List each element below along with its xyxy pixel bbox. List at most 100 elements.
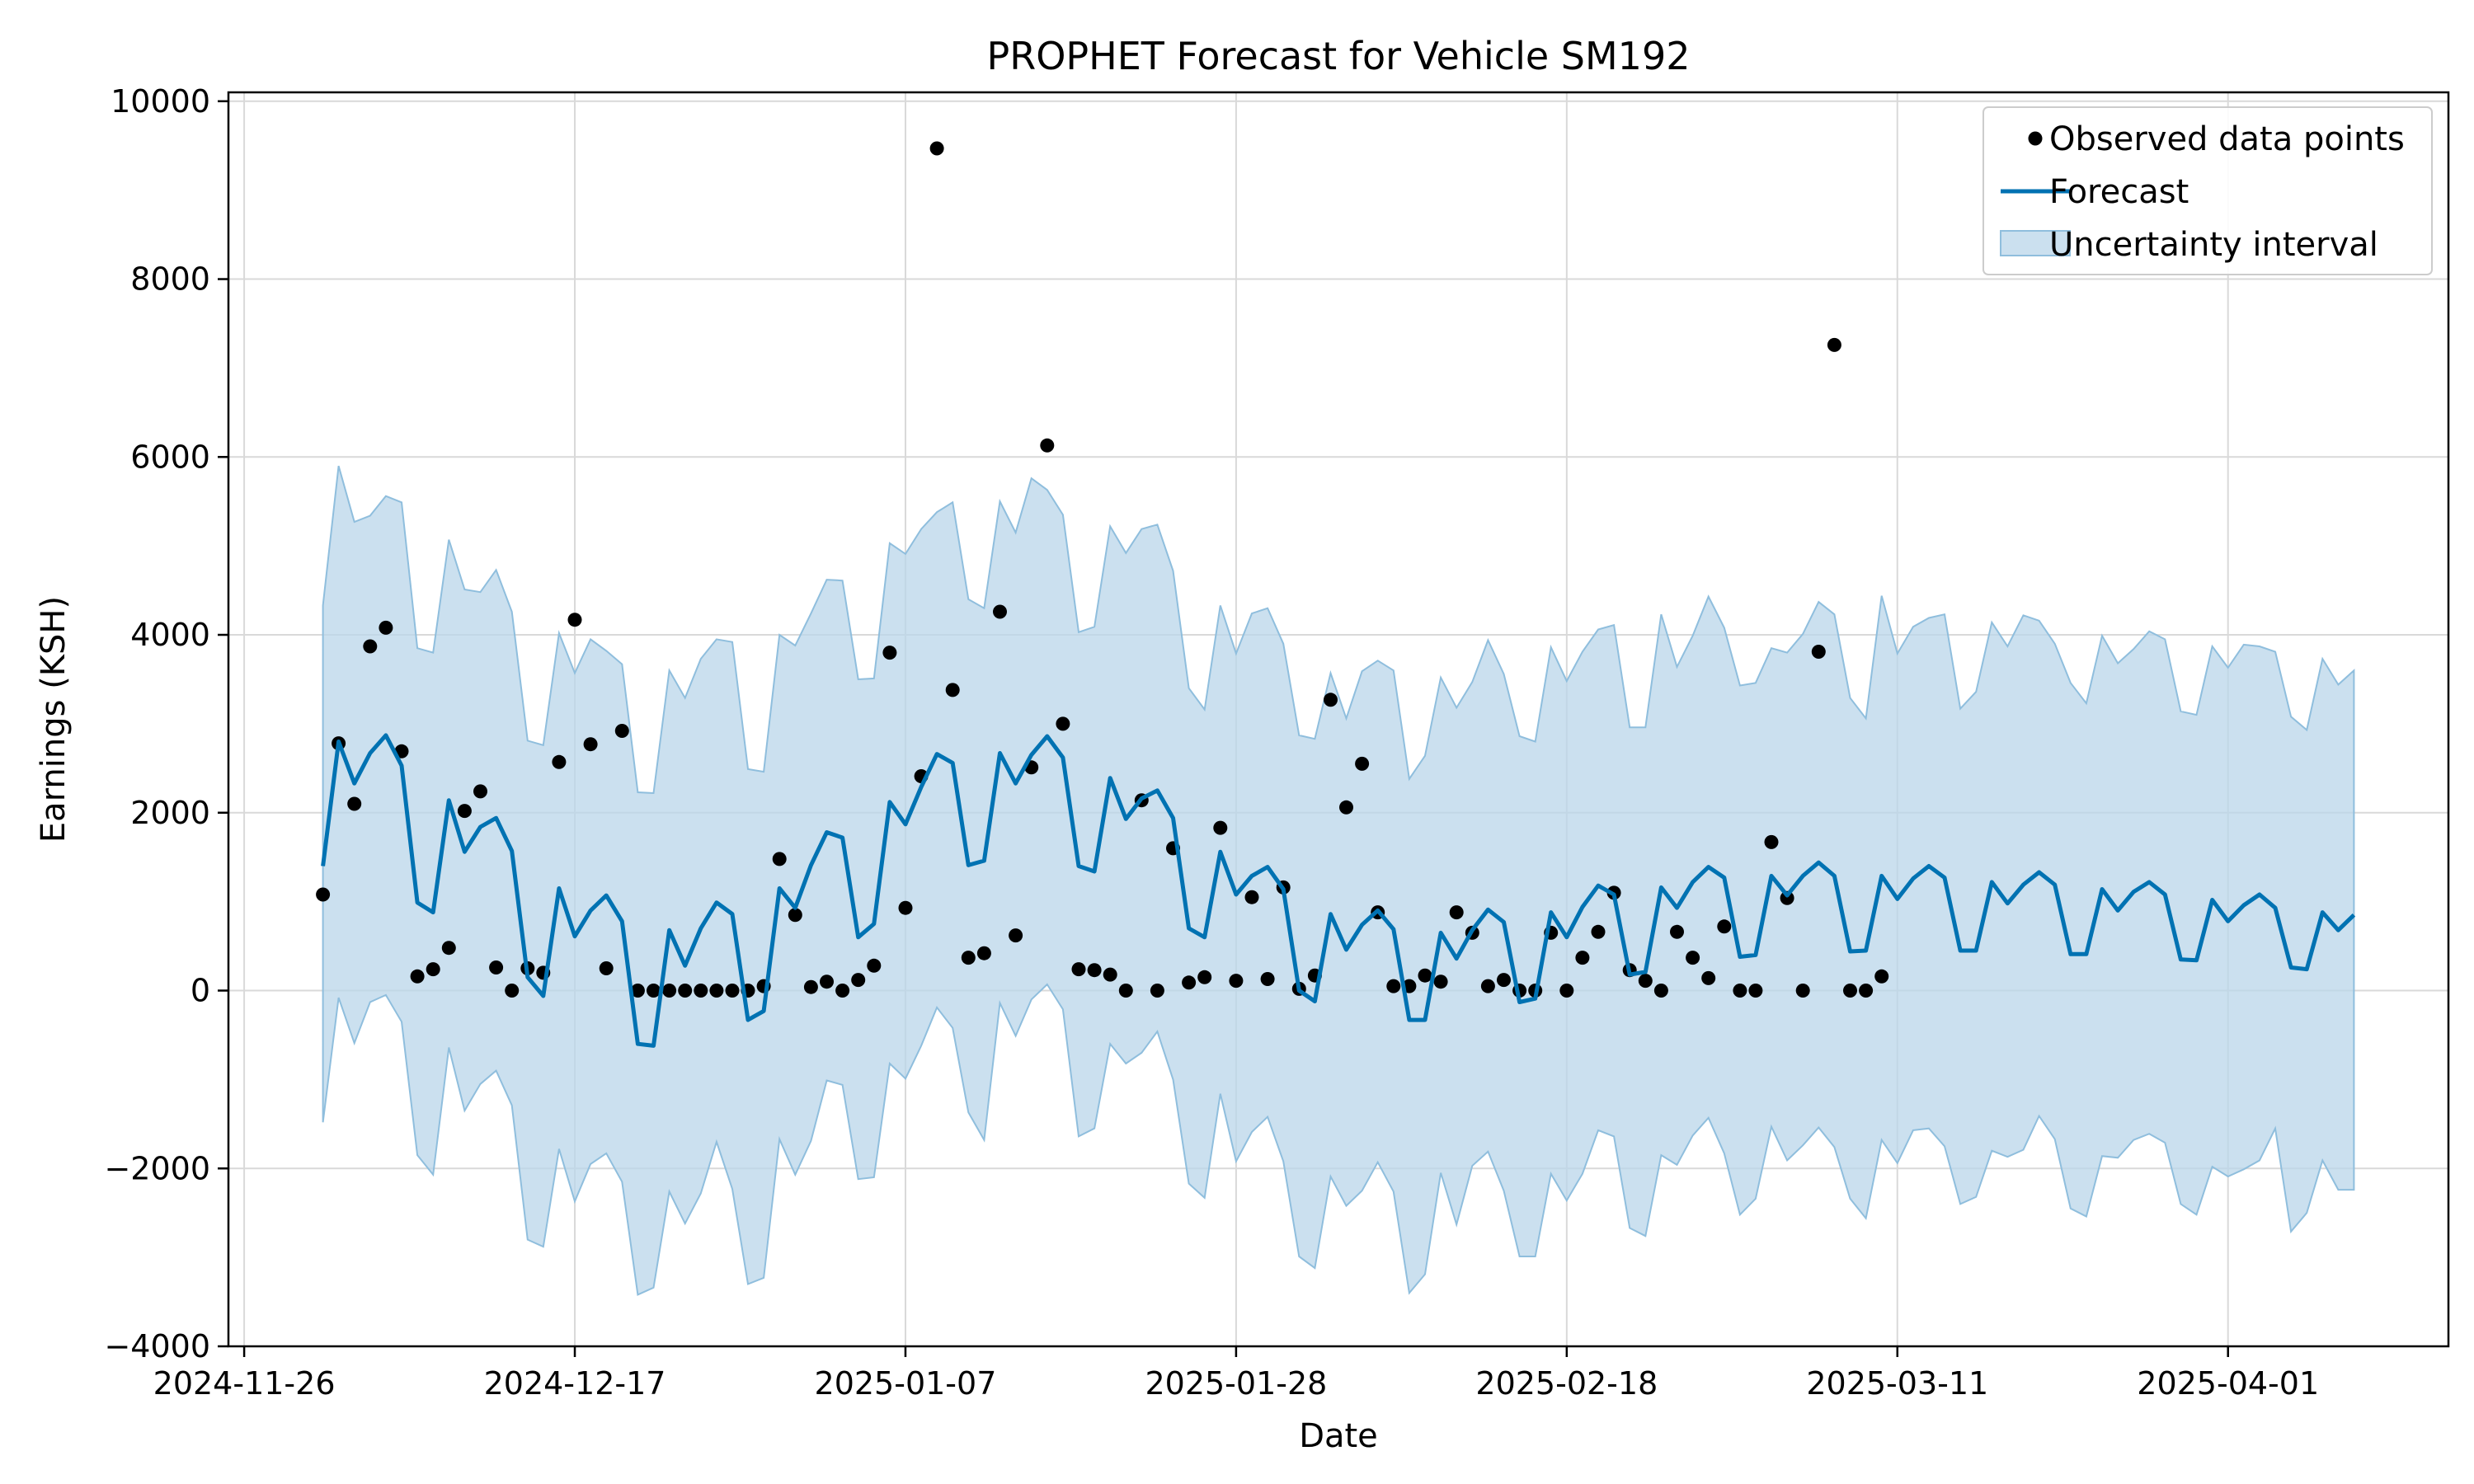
observed-point (1638, 974, 1653, 989)
legend-forecast-label: Forecast (2049, 173, 2189, 211)
observed-point (1103, 967, 1117, 982)
observed-point (803, 979, 818, 994)
legend-box (1982, 106, 2433, 275)
observed-point (1480, 979, 1495, 993)
observed-point (410, 969, 425, 984)
observed-point (993, 604, 1007, 619)
observed-point (1795, 984, 1810, 998)
observed-point (725, 984, 740, 998)
forecast-line (321, 733, 2356, 1048)
observed-point (1874, 969, 1889, 984)
axis-ticks: 2024-11-26 2024-12-17 2025-01-07 2025-01-28… (104, 83, 2319, 1402)
observed-point (1717, 919, 1732, 934)
legend: Observed data points Forecast Uncertaint… (1982, 106, 2433, 275)
observed-point (1418, 968, 1432, 983)
x-tick-label: 2025-01-28 (1145, 1365, 1327, 1402)
y-tick-label: 4000 (130, 617, 210, 653)
observed-point (1040, 438, 1055, 453)
legend-observed-marker (2028, 131, 2043, 146)
y-tick-label: 6000 (130, 439, 210, 475)
observed-point (1213, 820, 1228, 835)
observed-point (694, 984, 708, 998)
observed-point (772, 852, 787, 866)
observed-point (1324, 693, 1338, 707)
observed-point (1701, 970, 1716, 985)
observed-point (1118, 984, 1133, 998)
observed-point (1433, 974, 1448, 989)
observed-point (820, 974, 834, 989)
observed-point (1733, 984, 1747, 998)
observed-point (1843, 984, 1857, 998)
observed-point (1811, 645, 1826, 659)
observed-point (1764, 834, 1779, 849)
legend-observed-label: Observed data points (2049, 120, 2405, 158)
observed-point (1056, 716, 1070, 731)
observed-point (630, 984, 645, 998)
observed-point (1686, 951, 1700, 965)
observed-point (489, 960, 504, 974)
plot-frame (227, 91, 2450, 1348)
observed-point (583, 737, 598, 752)
observed-point (788, 908, 802, 923)
observed-point (347, 796, 362, 811)
observed-point (1670, 924, 1684, 939)
observed-point (1087, 963, 1102, 978)
x-axis-label: Date (1299, 1417, 1378, 1455)
legend-interval-marker (2000, 230, 2071, 256)
observed-point (379, 620, 393, 635)
observed-point (1229, 974, 1244, 989)
y-axis-label: Earnings (KSH) (35, 596, 73, 843)
observed-point (1559, 984, 1574, 998)
observed-point (441, 941, 456, 956)
observed-point (1244, 890, 1259, 904)
legend-interval-label: Uncertainty interval (2049, 226, 2378, 264)
x-tick-label: 2025-02-18 (1475, 1365, 1658, 1402)
observed-point (1827, 337, 1841, 352)
observed-point (1653, 984, 1668, 998)
observed-point (1859, 984, 1874, 998)
observed-point (976, 946, 991, 960)
observed-point (647, 984, 661, 998)
observed-point (1355, 756, 1370, 771)
observed-point (457, 804, 472, 819)
x-tick-label: 2024-12-17 (484, 1365, 666, 1402)
observed-point (662, 984, 677, 998)
observed-point (614, 724, 629, 738)
x-tick-label: 2024-11-26 (153, 1365, 336, 1402)
observed-point (1449, 905, 1464, 920)
observed-point (678, 984, 693, 998)
observed-point (835, 984, 850, 998)
observed-point (929, 141, 944, 156)
observed-point (567, 613, 582, 627)
observed-point (426, 962, 440, 977)
y-tick-label: 0 (190, 973, 210, 1009)
observed-point (1386, 979, 1401, 993)
observed-point (316, 887, 331, 902)
x-tick-label: 2025-01-07 (815, 1365, 997, 1402)
x-tick-label: 2025-03-11 (1806, 1365, 1988, 1402)
observed-point (1748, 984, 1763, 998)
observed-point (945, 683, 960, 697)
y-tick-label: −2000 (104, 1150, 210, 1186)
observed-point (898, 900, 913, 915)
observed-point (851, 973, 866, 988)
observed-point (1339, 800, 1353, 815)
observed-point (1575, 951, 1590, 965)
observed-point (1182, 975, 1197, 990)
y-tick-label: −4000 (104, 1328, 210, 1364)
observed-point (867, 958, 882, 973)
observed-point (1071, 962, 1086, 977)
observed-point (1497, 973, 1511, 988)
observed-point (709, 984, 724, 998)
observed-point (1150, 984, 1164, 998)
observed-point (505, 984, 520, 998)
observed-point (1197, 970, 1212, 984)
observed-point (1009, 928, 1023, 943)
observed-point (1260, 972, 1275, 986)
x-tick-label: 2025-04-01 (2137, 1365, 2319, 1402)
y-tick-label: 2000 (130, 795, 210, 831)
y-tick-label: 10000 (111, 83, 210, 120)
observed-point (363, 639, 378, 654)
